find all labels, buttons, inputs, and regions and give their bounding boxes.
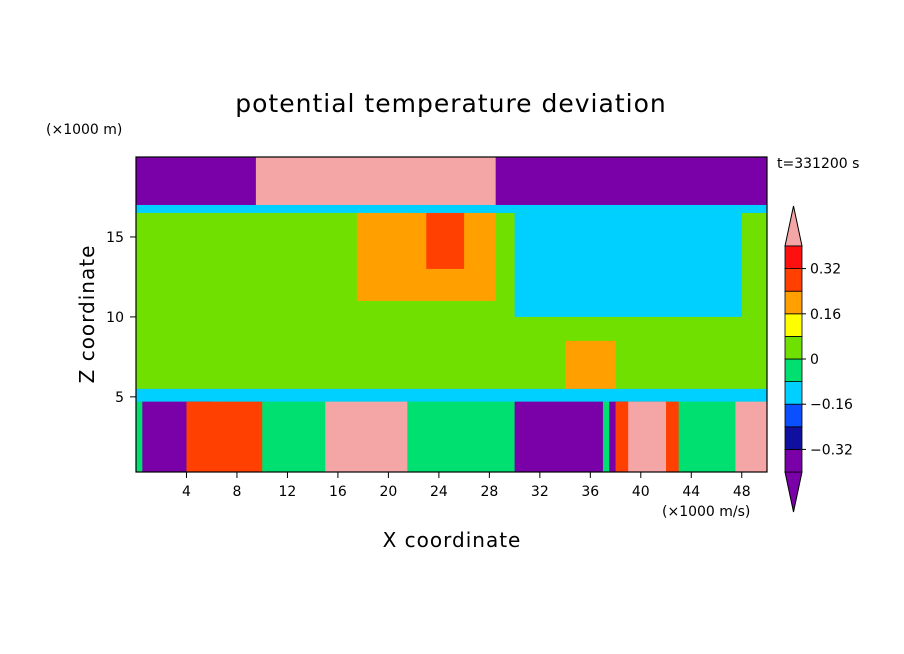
x-tick-label: 40	[632, 484, 650, 500]
y-axis: 5 10 15	[106, 230, 136, 406]
y-tick-label: 15	[106, 230, 124, 246]
x-tick-label: 24	[430, 484, 448, 500]
colorbar-over-arrow	[784, 205, 803, 247]
y-unit-label: (×1000 m)	[46, 122, 122, 138]
field-region-13-0	[325, 401, 408, 472]
colorbar-swatch	[784, 268, 803, 292]
field-region-11-1	[514, 401, 603, 472]
colorbar-under-arrow	[784, 471, 803, 513]
colorbar-swatch	[784, 381, 803, 405]
x-tick-label: 4	[182, 484, 191, 500]
field-region-13-1	[628, 401, 667, 472]
colorbar-swatch	[784, 358, 803, 383]
field-region-9-0	[136, 388, 767, 404]
colorbar-label: 0.16	[810, 307, 841, 323]
x-tick-label: 48	[733, 484, 751, 500]
plot-frame	[135, 156, 768, 473]
x-tick-label: 28	[480, 484, 498, 500]
field-region-12-0	[186, 401, 263, 472]
x-tick-label: 44	[682, 484, 700, 500]
colorbar-label: −0.32	[810, 442, 853, 458]
colorbar-swatch	[784, 335, 803, 360]
colorbar-swatch	[784, 403, 803, 428]
colorbar: 0.32 0.16 0 −0.16 −0.32	[784, 205, 853, 513]
colorbar-swatch	[784, 448, 803, 473]
x-tick-label: 16	[329, 484, 347, 500]
colorbar-label: 0.32	[810, 262, 841, 278]
x-tick-label: 8	[232, 484, 241, 500]
x-tick-label: 20	[379, 484, 397, 500]
time-label: t=331200 s	[777, 156, 859, 172]
contour-field	[136, 157, 767, 472]
field-region-1-0	[255, 157, 496, 207]
y-tick-label: 5	[115, 390, 124, 406]
field-region-6-0	[426, 212, 465, 269]
x-axis-label: X coordinate	[383, 528, 522, 552]
x-tick-label: 36	[581, 484, 599, 500]
x-tick-label: 32	[531, 484, 549, 500]
x-axis: 4 8 12 16 20 24 28 32 36 40 44 48	[182, 472, 751, 500]
colorbar-swatch	[784, 290, 803, 315]
field-region-7-0	[514, 212, 742, 317]
colorbar-swatch	[784, 313, 803, 337]
colorbar-swatch	[784, 245, 803, 270]
x-tick-label: 12	[279, 484, 297, 500]
field-region-13-2	[735, 401, 767, 472]
field-region-2-0	[136, 204, 767, 215]
field-region-8-0	[565, 340, 616, 397]
chart-title: potential temperature deviation	[235, 89, 666, 118]
x-unit-label: (×1000 m/s)	[662, 504, 750, 520]
colorbar-swatch	[784, 426, 803, 450]
colorbar-label: −0.16	[810, 397, 853, 413]
colorbar-label: 0	[810, 352, 819, 368]
y-axis-label: Z coordinate	[75, 245, 99, 384]
y-tick-label: 10	[106, 310, 124, 326]
